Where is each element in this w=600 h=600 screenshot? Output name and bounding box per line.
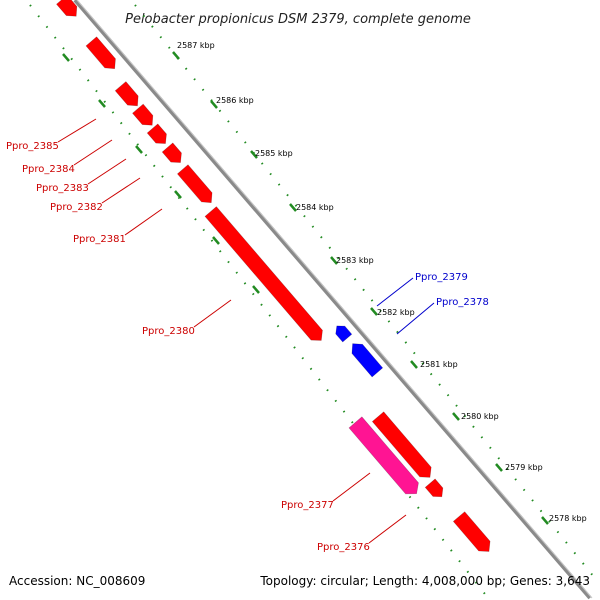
major-tick <box>212 236 220 245</box>
topology-text: Topology: circular; Length: 4,008,000 bp… <box>260 574 590 588</box>
kbp-label: 2579 kbp <box>505 463 543 472</box>
gene-feature <box>335 325 353 343</box>
genome-title: Pelobacter propionicus DSM 2379, complet… <box>125 12 471 27</box>
major-tick <box>174 190 182 199</box>
gene-label: Ppro_2382 <box>50 202 103 213</box>
gene-leader-line <box>57 118 97 143</box>
gene-leader-line <box>376 277 414 307</box>
gene-label: Ppro_2383 <box>36 183 89 194</box>
kbp-label: 2587 kbp <box>177 41 215 50</box>
gene-label: Ppro_2378 <box>436 297 489 308</box>
gene-label: Ppro_2377 <box>281 500 334 511</box>
kbp-label: 2580 kbp <box>461 412 499 421</box>
inner-tick-ring <box>29 4 489 599</box>
major-tick <box>330 256 338 265</box>
genome-backbone-shade <box>76 0 593 599</box>
gene-leader-line <box>87 158 127 185</box>
major-tick <box>98 99 106 108</box>
major-tick <box>172 51 180 60</box>
gene-feature <box>176 164 213 204</box>
kbp-label: 2584 kbp <box>296 203 334 212</box>
gene-leader-line <box>332 472 371 502</box>
major-tick <box>541 516 549 525</box>
gene-label: Ppro_2376 <box>317 542 370 553</box>
gene-feature <box>452 511 491 552</box>
gene-label: Ppro_2385 <box>6 141 59 152</box>
major-tick <box>210 100 218 109</box>
gene-label: Ppro_2380 <box>142 326 195 337</box>
gene-leader-line <box>101 177 141 204</box>
major-tick <box>62 53 70 62</box>
gene-label: Ppro_2381 <box>73 234 126 245</box>
kbp-label: 2585 kbp <box>255 149 293 158</box>
kbp-label: 2581 kbp <box>420 360 458 369</box>
kbp-label: 2586 kbp <box>216 96 254 105</box>
gene-feature <box>114 81 139 107</box>
major-tick <box>135 145 143 154</box>
gene-feature <box>204 206 323 341</box>
gene-label: Ppro_2384 <box>22 164 75 175</box>
gene-feature <box>56 0 78 17</box>
gene-leader-line <box>368 514 407 544</box>
major-tick <box>452 412 460 421</box>
gene-leader-line <box>124 208 163 236</box>
major-tick <box>370 307 378 316</box>
major-ticks <box>62 51 549 525</box>
gene-leader-line <box>73 139 113 166</box>
gene-label: Ppro_2379 <box>415 272 468 283</box>
outer-tick-ring <box>134 4 599 583</box>
major-tick <box>252 285 260 294</box>
gene-feature <box>146 123 167 144</box>
gene-leader-line <box>193 299 232 328</box>
major-tick <box>410 360 418 369</box>
gene-feature <box>161 142 182 163</box>
genome-backbone <box>73 0 592 600</box>
kbp-label: 2583 kbp <box>336 256 374 265</box>
gene-labels: Ppro_2385 Ppro_2384 Ppro_2383 Ppro_2382 Ppro… <box>6 118 489 553</box>
gene-feature <box>424 478 444 498</box>
major-tick <box>250 150 258 159</box>
kbp-label: 2582 kbp <box>377 308 415 317</box>
kbp-labels: 2587 kbp 2586 kbp 2585 kbp 2584 kbp 2583 kbp… <box>177 41 587 523</box>
major-tick <box>289 203 297 212</box>
gene-feature <box>371 411 432 478</box>
major-tick <box>495 463 503 472</box>
gene-leader-line <box>396 302 435 335</box>
gene-feature <box>348 416 419 495</box>
gene-feature <box>351 343 384 378</box>
gene-feature <box>85 36 116 70</box>
kbp-label: 2578 kbp <box>549 514 587 523</box>
gene-feature <box>132 103 154 126</box>
gene-features <box>56 0 491 552</box>
accession-text: Accession: NC_008609 <box>9 574 146 588</box>
